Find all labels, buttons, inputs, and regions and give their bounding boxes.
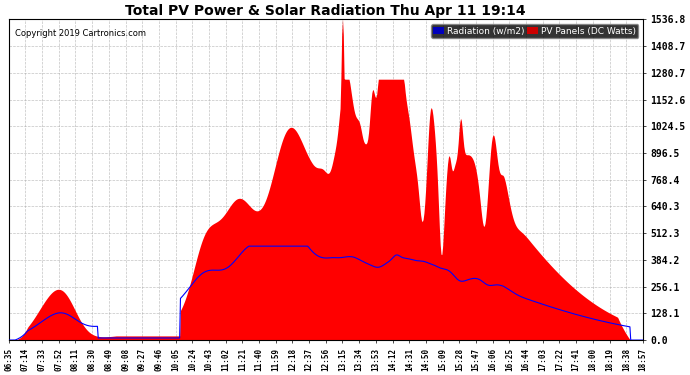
Title: Total PV Power & Solar Radiation Thu Apr 11 19:14: Total PV Power & Solar Radiation Thu Apr… — [126, 4, 526, 18]
Legend: Radiation (w/m2), PV Panels (DC Watts): Radiation (w/m2), PV Panels (DC Watts) — [431, 24, 638, 38]
Text: Copyright 2019 Cartronics.com: Copyright 2019 Cartronics.com — [15, 29, 146, 38]
